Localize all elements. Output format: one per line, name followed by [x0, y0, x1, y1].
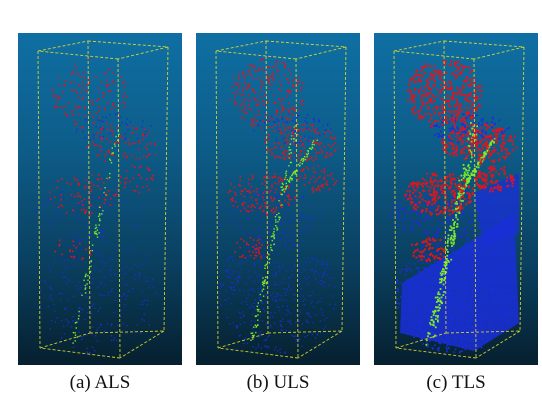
uls-point-cloud-figure	[211, 40, 347, 359]
point-cloud-als	[18, 33, 182, 365]
point-cloud-uls	[196, 33, 360, 365]
caption-uls: (b) ULS	[246, 372, 310, 393]
als-point-cloud-figure	[35, 40, 169, 359]
tls-point-cloud-figure	[389, 40, 525, 359]
caption-als: (a) ALS	[69, 372, 131, 393]
point-cloud-tls	[374, 33, 538, 365]
caption-tls: (c) TLS	[426, 372, 486, 393]
